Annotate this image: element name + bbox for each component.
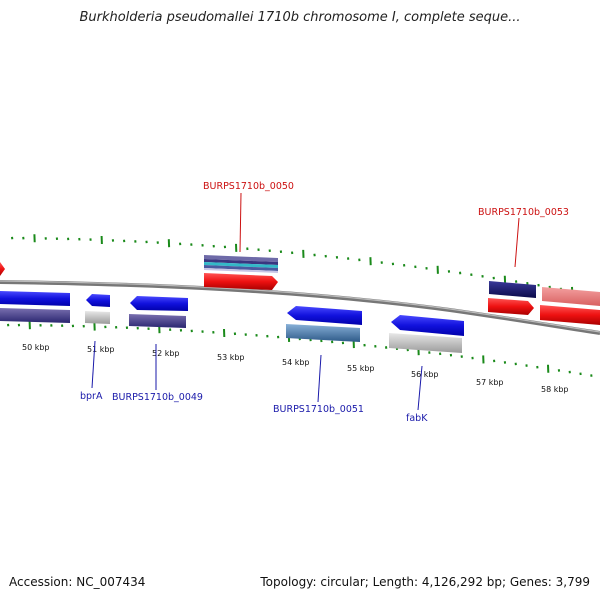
scale-label: 57 kbp	[476, 378, 504, 387]
accession-text: Accession: NC_007434	[9, 575, 146, 589]
gene-arrow[interactable]	[0, 291, 70, 306]
gene-arrow-fabK[interactable]	[391, 315, 464, 336]
scale-label: 54 kbp	[282, 358, 310, 367]
inner-scale-ticks	[7, 321, 593, 377]
gene-block[interactable]	[286, 324, 360, 342]
gene-block[interactable]	[542, 287, 600, 306]
gene-arrow-bprA[interactable]	[86, 294, 110, 307]
genome-summary-text: Topology: circular; Length: 4,126,292 bp…	[260, 575, 590, 589]
gene-block[interactable]	[0, 308, 70, 323]
gene-block[interactable]	[389, 333, 462, 353]
gene-label-BURPS1710b_0050[interactable]: BURPS1710b_0050	[203, 181, 294, 192]
gene-block[interactable]	[129, 314, 186, 328]
gene-arrow-BURPS1710b_0049[interactable]	[130, 296, 188, 311]
scale-label: 56 kbp	[411, 370, 439, 379]
gene-label-fabK[interactable]: fabK	[406, 413, 428, 424]
gene-stack-BURPS1710b_0050[interactable]	[204, 255, 278, 290]
gene-block[interactable]	[85, 311, 110, 324]
gene-label-BURPS1710b_0053[interactable]: BURPS1710b_0053	[478, 207, 569, 218]
gene-label-bprA[interactable]: bprA	[80, 391, 103, 402]
scale-label: 50 kbp	[22, 343, 50, 352]
gene-arrow[interactable]	[540, 305, 600, 325]
scale-label: 53 kbp	[217, 353, 245, 362]
scale-label: 58 kbp	[541, 385, 569, 394]
gene-arrow[interactable]	[0, 262, 5, 276]
gene-arrow-BURPS1710b_0051[interactable]	[287, 306, 362, 325]
gene-arrow[interactable]	[488, 298, 534, 315]
scale-label: 51 kbp	[87, 345, 115, 354]
gene-block-BURPS1710b_0053[interactable]	[489, 281, 536, 298]
outer-scale-ticks	[11, 234, 596, 297]
gene-label-BURPS1710b_0049[interactable]: BURPS1710b_0049	[112, 392, 203, 403]
gene-label-BURPS1710b_0051[interactable]: BURPS1710b_0051	[273, 404, 364, 415]
scale-label: 52 kbp	[152, 349, 180, 358]
chromosome-backbone	[0, 280, 600, 335]
scale-label: 55 kbp	[347, 364, 375, 373]
map-title: Burkholderia pseudomallei 1710b chromoso…	[79, 10, 521, 25]
